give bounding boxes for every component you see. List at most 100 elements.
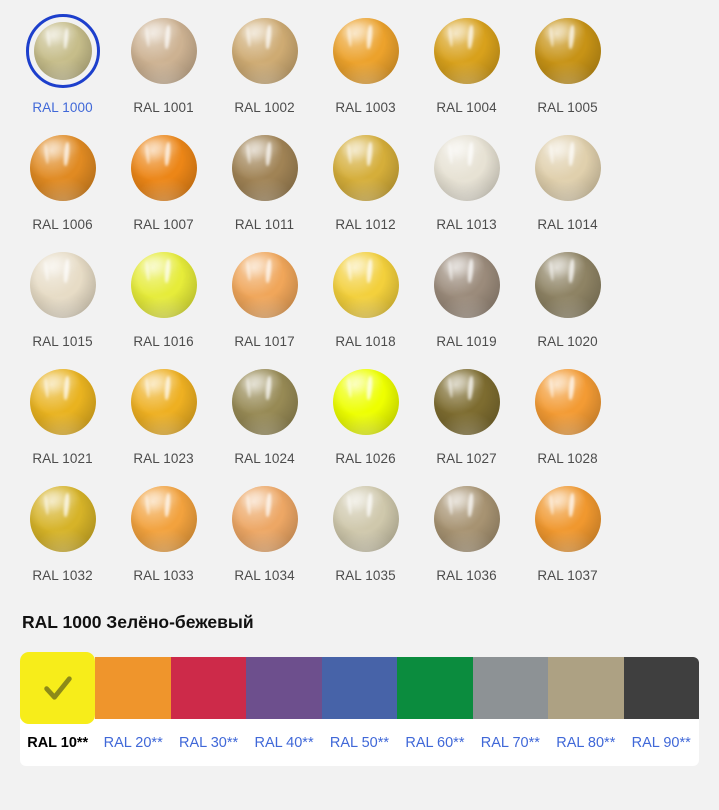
swatch-ral-1019[interactable]: RAL 1019 xyxy=(416,248,517,365)
color-ball[interactable] xyxy=(433,486,500,552)
swatch-ral-1007[interactable]: RAL 1007 xyxy=(113,131,214,248)
swatch-ral-1020[interactable]: RAL 1020 xyxy=(517,248,618,365)
swatch-ral-1000[interactable]: RAL 1000 xyxy=(12,14,113,131)
swatch-ral-1012[interactable]: RAL 1012 xyxy=(315,131,416,248)
group-tab-ral-30xx[interactable] xyxy=(170,657,247,719)
color-ball[interactable] xyxy=(534,252,601,318)
ball-shading xyxy=(33,22,92,80)
group-label-ral-20xx[interactable]: RAL 20** xyxy=(103,734,163,751)
group-label-ral-50xx[interactable]: RAL 50** xyxy=(329,734,390,751)
color-ball[interactable] xyxy=(534,18,601,84)
color-ball[interactable] xyxy=(332,369,399,435)
group-tab-ral-80xx[interactable] xyxy=(548,657,624,719)
ball-shading xyxy=(433,18,500,84)
color-ball[interactable] xyxy=(33,22,92,80)
page-title: RAL 1000 Зелёно-бежевый xyxy=(22,612,254,632)
ball-shading xyxy=(231,135,298,201)
swatch-ral-1027[interactable]: RAL 1027 xyxy=(416,365,517,482)
swatch-ral-1032[interactable]: RAL 1032 xyxy=(12,482,113,599)
color-ball[interactable] xyxy=(433,18,500,84)
color-ball[interactable] xyxy=(332,135,399,201)
color-ball[interactable] xyxy=(231,486,298,552)
swatch-ral-1006[interactable]: RAL 1006 xyxy=(12,131,113,248)
swatch-row: RAL 1021 RAL 1023 RAL 1024 RAL 1026 RAL 1027… xyxy=(0,365,719,482)
ball-shading xyxy=(332,369,399,435)
color-ball[interactable] xyxy=(534,135,601,201)
ball-top-glow xyxy=(240,372,282,395)
color-ball[interactable] xyxy=(534,486,601,552)
swatch-ral-1014[interactable]: RAL 1014 xyxy=(517,131,618,248)
color-ball[interactable] xyxy=(130,252,197,318)
color-ball[interactable] xyxy=(332,486,399,552)
swatch-ral-1024[interactable]: RAL 1024 xyxy=(214,365,315,482)
group-tab-ral-70xx[interactable] xyxy=(472,657,549,719)
group-label-ral-40xx[interactable]: RAL 40** xyxy=(254,734,314,751)
color-ball[interactable] xyxy=(231,369,298,435)
color-ball[interactable] xyxy=(29,486,96,552)
swatch-ral-1037[interactable]: RAL 1037 xyxy=(517,482,618,599)
swatch-label: RAL 1013 xyxy=(436,217,497,232)
swatch-ral-1036[interactable]: RAL 1036 xyxy=(416,482,517,599)
swatch-ral-1004[interactable]: RAL 1004 xyxy=(416,14,517,131)
color-ball[interactable] xyxy=(332,18,399,84)
color-ball[interactable] xyxy=(433,252,500,318)
group-label-ral-10xx[interactable]: RAL 10** xyxy=(27,734,89,751)
swatch-ral-1002[interactable]: RAL 1002 xyxy=(214,14,315,131)
color-ball[interactable] xyxy=(29,252,96,318)
swatch-ral-1011[interactable]: RAL 1011 xyxy=(214,131,315,248)
ball-top-glow xyxy=(38,138,80,161)
swatch-ral-1018[interactable]: RAL 1018 xyxy=(315,248,416,365)
color-ball[interactable] xyxy=(231,18,298,84)
swatch-ral-1003[interactable]: RAL 1003 xyxy=(315,14,416,131)
color-ball[interactable] xyxy=(130,18,197,84)
swatch-ral-1026[interactable]: RAL 1026 xyxy=(315,365,416,482)
swatch-row: RAL 1006 RAL 1007 RAL 1011 RAL 1012 RAL 1013… xyxy=(0,131,719,248)
color-ball[interactable] xyxy=(231,252,298,318)
swatch-ral-1005[interactable]: RAL 1005 xyxy=(517,14,618,131)
group-tab-ral-10xx[interactable] xyxy=(20,652,96,724)
ball-top-glow xyxy=(240,138,282,161)
swatch-ral-1034[interactable]: RAL 1034 xyxy=(214,482,315,599)
swatch-label: RAL 1016 xyxy=(133,334,194,349)
ball-shading xyxy=(433,252,500,318)
color-ball[interactable] xyxy=(332,252,399,318)
group-tab-ral-60xx[interactable] xyxy=(397,657,473,719)
swatch-ral-1013[interactable]: RAL 1013 xyxy=(416,131,517,248)
color-ball[interactable] xyxy=(29,135,96,201)
swatch-label: RAL 1000 xyxy=(32,100,93,115)
color-ball[interactable] xyxy=(433,135,500,201)
group-label-ral-60xx[interactable]: RAL 60** xyxy=(405,734,465,751)
group-label-ral-30xx[interactable]: RAL 30** xyxy=(179,734,239,751)
swatch-ral-1016[interactable]: RAL 1016 xyxy=(113,248,214,365)
color-ball-wrap xyxy=(430,482,504,556)
group-tab-ral-20xx[interactable] xyxy=(95,657,171,719)
swatch-ral-1033[interactable]: RAL 1033 xyxy=(113,482,214,599)
swatch-ral-1035[interactable]: RAL 1035 xyxy=(315,482,416,599)
ball-shading xyxy=(534,252,601,318)
selected-color-detail: RAL 1000 Зелёно-бежевый RAL 10** RAL 20**… xyxy=(0,612,719,766)
swatch-ral-1021[interactable]: RAL 1021 xyxy=(12,365,113,482)
color-ball[interactable] xyxy=(534,369,601,435)
swatch-label: RAL 1007 xyxy=(133,217,194,232)
color-ball[interactable] xyxy=(29,369,96,435)
ball-top-glow xyxy=(240,489,282,512)
swatch-ral-1001[interactable]: RAL 1001 xyxy=(113,14,214,131)
color-ball[interactable] xyxy=(231,135,298,201)
swatch-ral-1028[interactable]: RAL 1028 xyxy=(517,365,618,482)
group-tab-ral-90xx[interactable] xyxy=(623,657,699,719)
swatch-ral-1023[interactable]: RAL 1023 xyxy=(113,365,214,482)
swatch-ral-1015[interactable]: RAL 1015 xyxy=(12,248,113,365)
selection-ring xyxy=(25,14,100,88)
group-tab-ral-50xx[interactable] xyxy=(321,657,398,719)
color-ball[interactable] xyxy=(130,135,197,201)
color-ball-wrap xyxy=(228,248,302,322)
group-label-ral-70xx[interactable]: RAL 70** xyxy=(480,734,540,751)
color-ball[interactable] xyxy=(433,369,500,435)
swatch-ral-1017[interactable]: RAL 1017 xyxy=(214,248,315,365)
group-tab-ral-40xx[interactable] xyxy=(246,657,322,719)
color-ball[interactable] xyxy=(130,369,197,435)
color-ball[interactable] xyxy=(130,486,197,552)
group-label-ral-80xx[interactable]: RAL 80** xyxy=(556,734,616,751)
ball-top-glow xyxy=(543,21,585,44)
group-label-ral-90xx[interactable]: RAL 90** xyxy=(631,734,691,751)
